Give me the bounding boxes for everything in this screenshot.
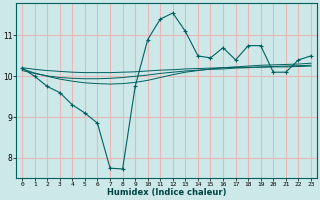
X-axis label: Humidex (Indice chaleur): Humidex (Indice chaleur) [107, 188, 226, 197]
